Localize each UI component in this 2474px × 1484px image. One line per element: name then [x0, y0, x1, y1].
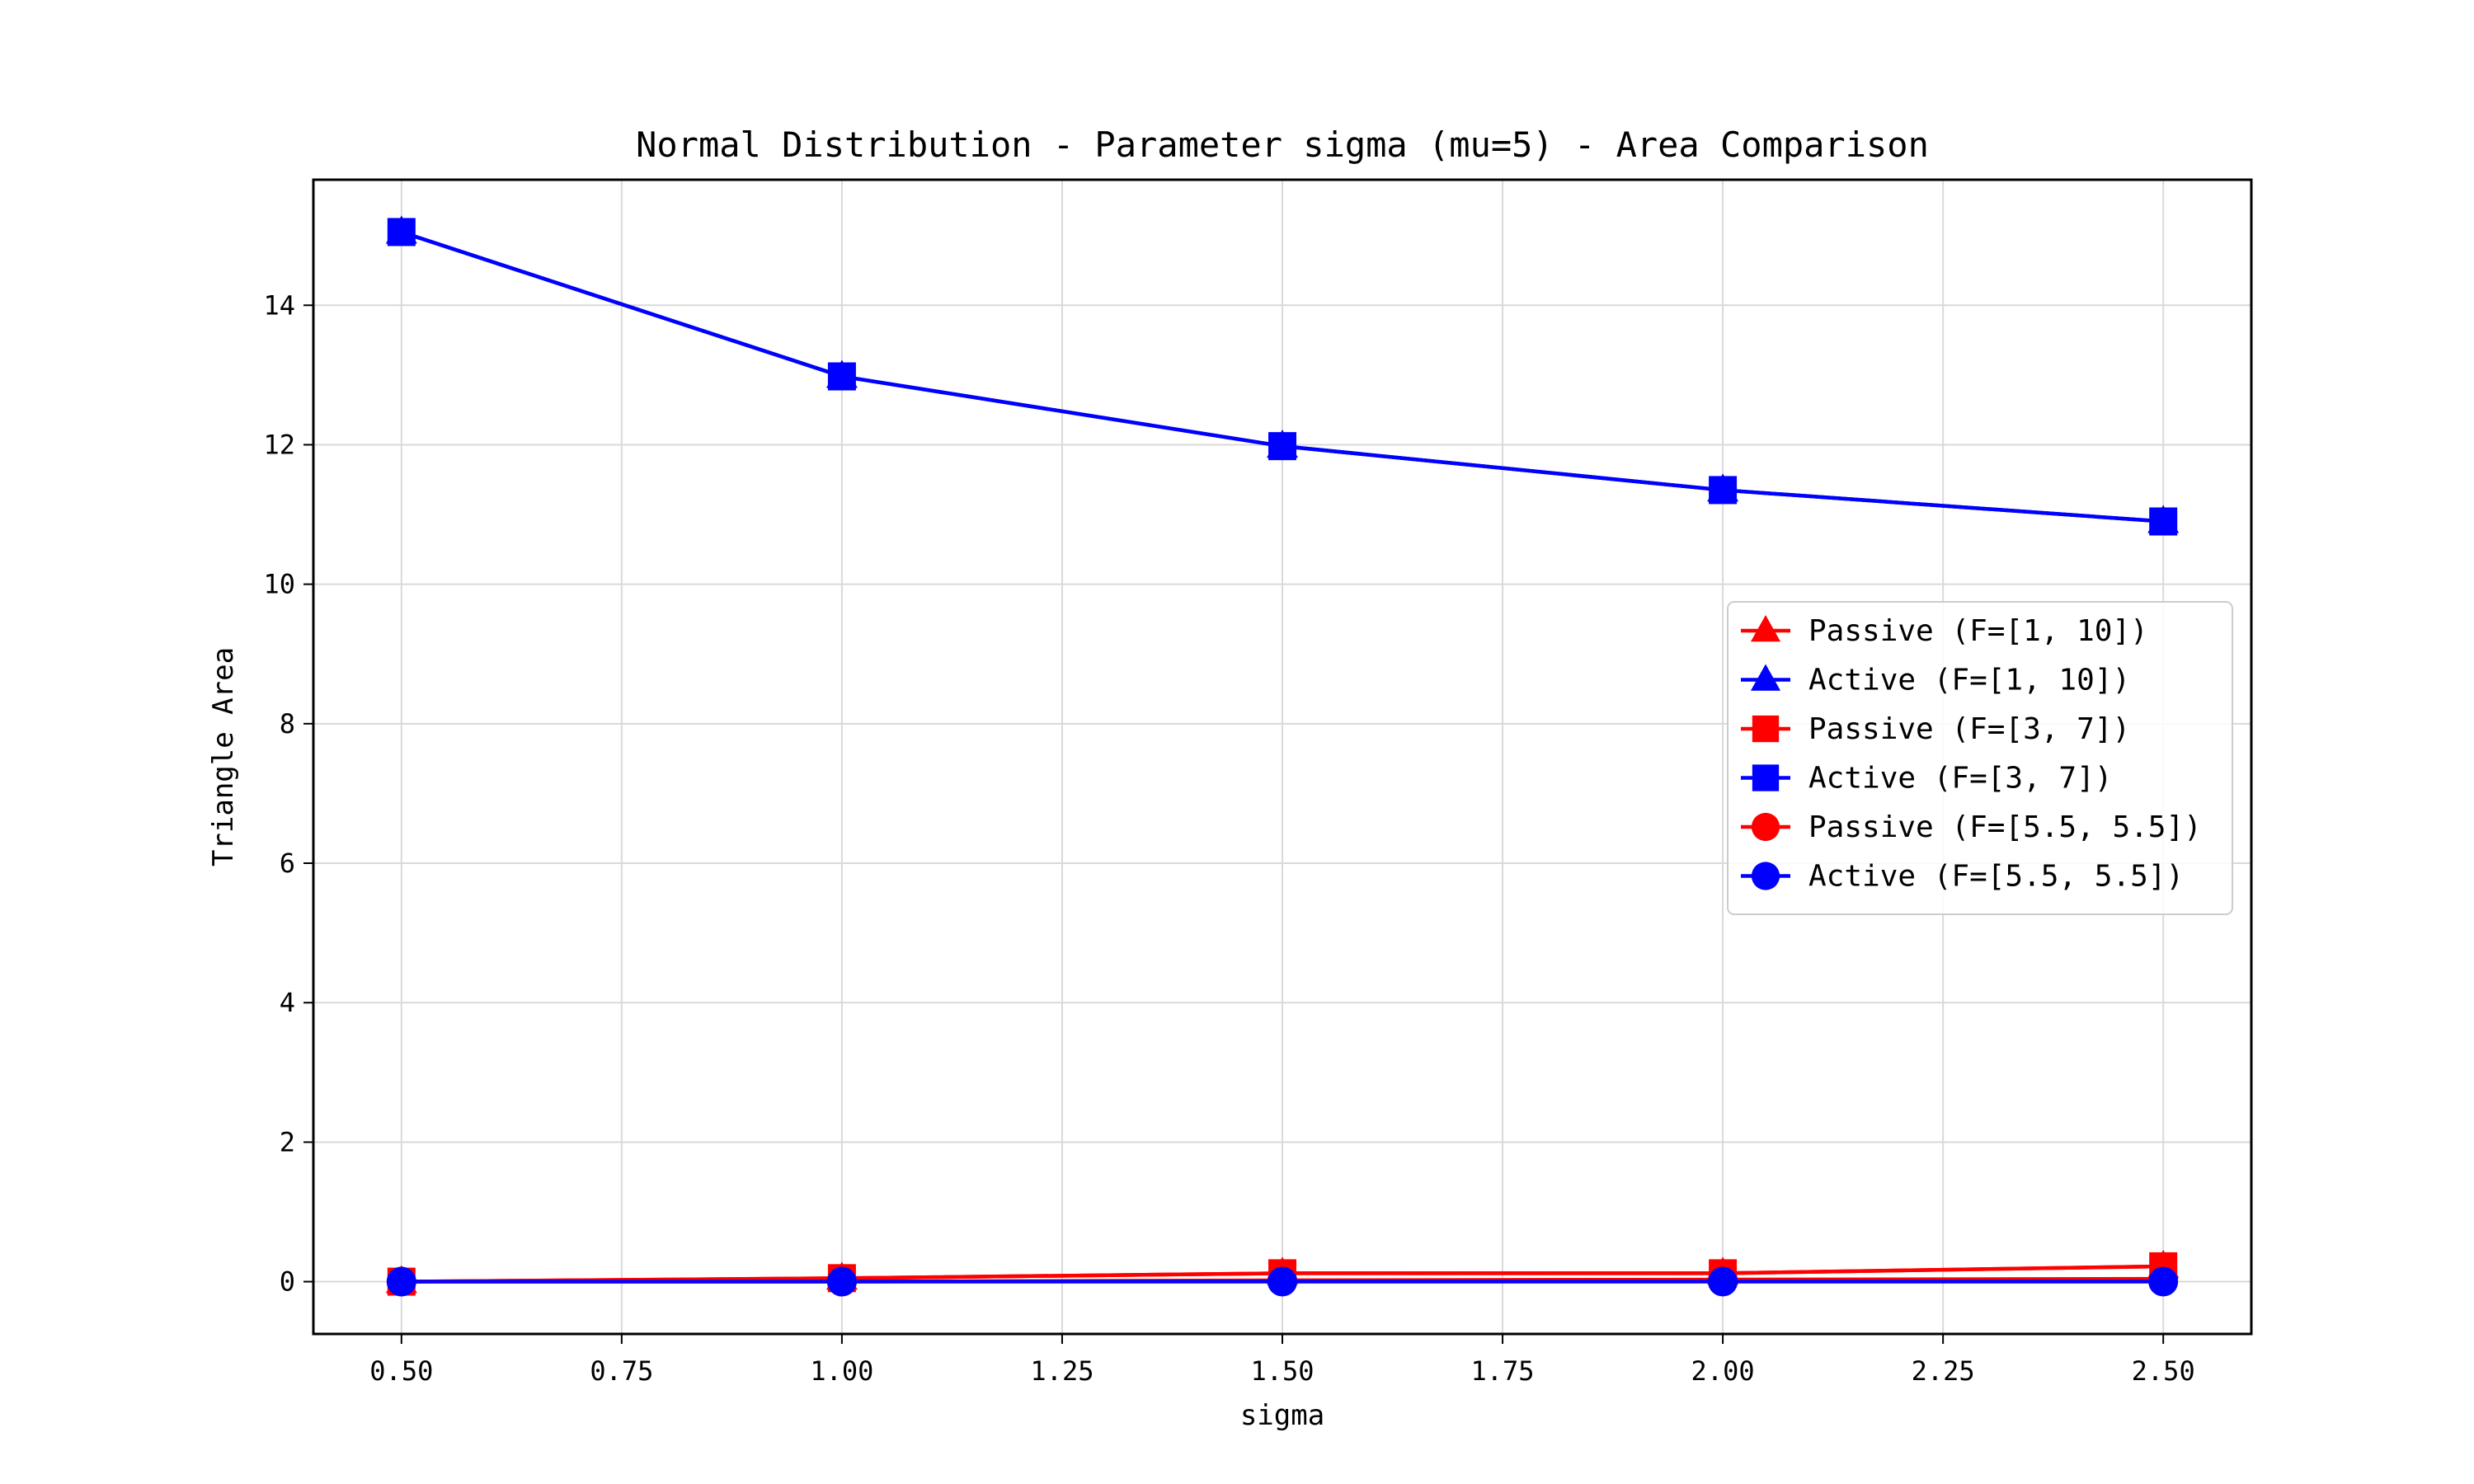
legend-label: Active (F=[1, 10]): [1808, 664, 2130, 697]
y-tick-label: 2: [280, 1126, 295, 1158]
data-point: [1268, 1266, 1297, 1297]
y-axis-label: Triangle Area: [207, 647, 240, 866]
legend-entry: Passive (F=[1, 10]): [1741, 614, 2148, 648]
legend-marker: [1751, 862, 1780, 890]
legend-label: Active (F=[5.5, 5.5]): [1808, 860, 2184, 894]
legend-marker: [1751, 812, 1780, 842]
y-tick-label: 6: [280, 848, 295, 879]
x-tick-label: 2.25: [1912, 1355, 1975, 1387]
x-tick-label: 1.50: [1250, 1355, 1314, 1387]
legend-label: Passive (F=[5.5, 5.5]): [1808, 810, 2202, 844]
legend: Passive (F=[1, 10]) Active (F=[1, 10]) Pas…: [1727, 601, 2233, 915]
data-point: [2149, 507, 2178, 536]
x-tick-label: 0.75: [590, 1355, 653, 1387]
data-point: [1708, 1266, 1738, 1297]
series-6: [386, 1266, 2179, 1297]
y-tick-label: 4: [280, 987, 295, 1018]
data-point: [1268, 432, 1296, 461]
data-point: [826, 1266, 857, 1297]
legend-entry: Passive (F=[5.5, 5.5]): [1741, 810, 2202, 844]
y-tick-label: 14: [263, 289, 295, 321]
legend-entry: Active (F=[5.5, 5.5]): [1741, 860, 2184, 894]
legend-marker: [1752, 764, 1780, 791]
x-tick-label: 2.00: [1691, 1355, 1755, 1387]
legend-marker: [1750, 615, 1781, 642]
legend-entry: Active (F=[1, 10]): [1741, 664, 2130, 697]
data-point: [386, 1266, 416, 1297]
x-axis-label: sigma: [1240, 1399, 1324, 1432]
x-tick-label: 2.50: [2132, 1355, 2195, 1387]
data-point: [1709, 476, 1738, 505]
chart-title: Normal Distribution - Parameter sigma (m…: [636, 124, 1929, 165]
series-layer: [385, 215, 2180, 1297]
y-tick-label: 12: [263, 429, 295, 460]
y-tick-label: 10: [263, 569, 295, 600]
legend-label: Passive (F=[3, 7]): [1808, 712, 2130, 746]
x-tick-label: 1.00: [810, 1355, 873, 1387]
x-tick-label: 1.75: [1471, 1355, 1535, 1387]
legend-label: Active (F=[3, 7]): [1808, 762, 2112, 796]
x-tick-label: 0.50: [369, 1355, 433, 1387]
data-point: [2148, 1266, 2179, 1297]
y-tick-label: 8: [280, 708, 295, 740]
series-4: [387, 218, 2178, 536]
legend-entry: Active (F=[3, 7]): [1741, 762, 2112, 796]
data-point: [827, 362, 856, 391]
data-point: [387, 218, 416, 247]
y-tick-label: 0: [280, 1266, 295, 1298]
y-axis: 0 2 4 6 8 10 12 14: [263, 289, 313, 1298]
x-tick-label: 1.25: [1030, 1355, 1094, 1387]
legend-entry: Passive (F=[3, 7]): [1741, 712, 2130, 746]
legend-label: Passive (F=[1, 10]): [1808, 614, 2148, 648]
x-axis: 0.50 0.75 1.00 1.25 1.50 1.75 2.00 2.25 2.50: [369, 1334, 2195, 1387]
legend-marker: [1752, 715, 1780, 743]
legend-marker: [1750, 664, 1781, 691]
legend-box: [1727, 601, 2233, 915]
